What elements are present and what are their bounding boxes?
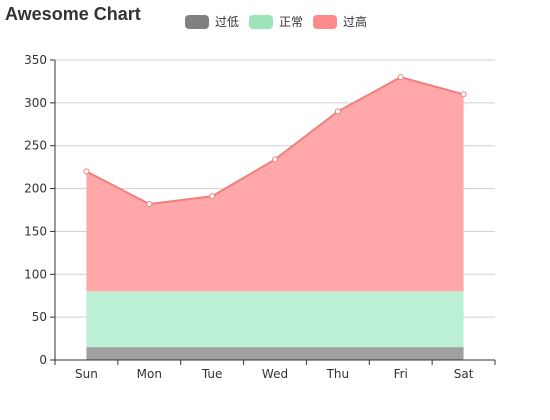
y-tick-label: 100 xyxy=(24,267,47,281)
legend-label-high: 过高 xyxy=(343,15,368,29)
area-high xyxy=(86,77,464,292)
data-point xyxy=(460,91,467,98)
x-tick-label: Sun xyxy=(75,367,98,381)
area-normal xyxy=(86,291,464,348)
data-point xyxy=(209,193,216,200)
data-point xyxy=(146,201,153,207)
data-point xyxy=(397,74,404,81)
area-low xyxy=(86,347,464,360)
legend-label-low: 过低 xyxy=(215,15,240,29)
y-tick-label: 150 xyxy=(24,224,47,238)
x-tick-label: Sat xyxy=(454,367,474,381)
legend-item-low[interactable]: 过低 xyxy=(185,13,239,30)
x-tick-label: Tue xyxy=(201,367,223,381)
x-tick-label: Thu xyxy=(326,367,350,381)
chart-title: Awesome Chart xyxy=(5,4,141,24)
y-tick-label: 0 xyxy=(39,353,47,367)
x-tick-label: Wed xyxy=(262,367,288,381)
legend-item-high[interactable]: 过高 xyxy=(313,13,367,30)
legend: 过低 正常 过高 xyxy=(185,13,377,30)
x-tick-label: Fri xyxy=(394,367,408,381)
legend-swatch-low xyxy=(185,14,209,29)
legend-item-normal[interactable]: 正常 xyxy=(249,13,303,30)
y-tick-label: 300 xyxy=(24,96,47,110)
y-tick-label: 50 xyxy=(32,310,47,324)
y-tick-label: 350 xyxy=(24,53,47,67)
legend-swatch-high xyxy=(313,14,338,29)
data-point xyxy=(272,156,278,163)
y-tick-label: 200 xyxy=(24,182,47,196)
data-point xyxy=(83,168,90,175)
legend-swatch-normal xyxy=(249,14,274,29)
legend-label-normal: 正常 xyxy=(279,15,304,29)
data-point xyxy=(334,108,341,115)
x-tick-label: Mon xyxy=(137,367,162,381)
y-tick-label: 250 xyxy=(24,139,47,153)
